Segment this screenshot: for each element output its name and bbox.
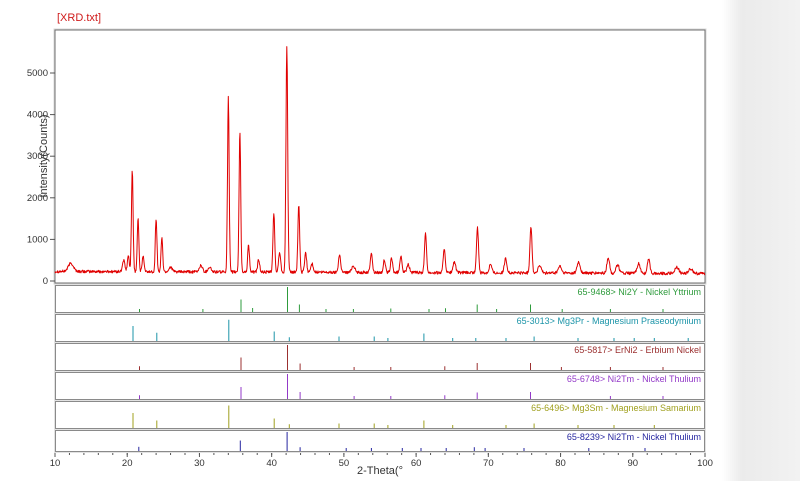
phase-ticks-ni2tm-6748 <box>139 374 664 399</box>
phase-strip-ni2tm-8239[interactable]: 65-8239> Ni2Tm - Nickel Thulium <box>55 430 705 452</box>
phase-ticks-ni2tm-8239 <box>138 432 646 451</box>
phase-label: 65-8239> Ni2Tm - Nickel Thulium <box>566 432 701 442</box>
x-tick-label: 60 <box>411 458 422 469</box>
x-tick-label: 100 <box>697 458 713 469</box>
x-axis-label: 2-Theta(° <box>357 465 403 477</box>
phase-ticks-mg3pr <box>132 319 689 341</box>
phase-strip-erni2[interactable]: 65-5817> ErNi2 - Erbium Nickel <box>55 343 705 371</box>
phase-label: 65-3013> Mg3Pr - Magnesium Praseodymium <box>516 316 701 326</box>
phase-label: 65-6496> Mg3Sm - Magnesium Samarium <box>531 403 701 413</box>
phase-label: 65-6748> Ni2Tm - Nickel Thulium <box>566 374 701 384</box>
x-tick-label: 20 <box>122 458 133 469</box>
phase-strip-mg3sm[interactable]: 65-6496> Mg3Sm - Magnesium Samarium <box>55 401 705 429</box>
phase-ticks-mg3sm <box>132 405 655 428</box>
y-tick-label: 0 <box>43 276 48 287</box>
x-tick-label: 30 <box>194 458 205 469</box>
y-tick-label: 5000 <box>27 68 48 79</box>
phase-strip-mg3pr[interactable]: 65-3013> Mg3Pr - Magnesium Praseodymium <box>55 314 705 342</box>
y-tick-label: 1000 <box>27 234 48 245</box>
phase-strip-ni2tm-6748[interactable]: 65-6748> Ni2Tm - Nickel Thulium <box>55 372 705 400</box>
x-tick-label: 10 <box>50 458 61 469</box>
phase-label: 65-9468> Ni2Y - Nickel Yttrium <box>577 287 701 297</box>
x-tick-label: 70 <box>483 458 494 469</box>
xrd-intensity-trace <box>54 46 706 276</box>
plot-frame <box>54 29 706 284</box>
phase-ticks-erni2 <box>139 345 664 370</box>
x-tick-label: 50 <box>339 458 350 469</box>
y-tick-label: 4000 <box>27 110 48 121</box>
y-tick-label: 2000 <box>27 193 48 204</box>
x-tick-label: 40 <box>266 458 277 469</box>
x-tick-label: 80 <box>555 458 566 469</box>
y-tick-label: 3000 <box>27 151 48 162</box>
scan-file-label: [XRD.txt] <box>57 12 102 24</box>
window-background-gutter <box>722 0 800 481</box>
x-tick-label: 90 <box>627 458 638 469</box>
phase-ticks-ni2y <box>139 287 664 312</box>
phase-strip-ni2y[interactable]: 65-9468> Ni2Y - Nickel Yttrium <box>55 285 705 313</box>
phase-label: 65-5817> ErNi2 - Erbium Nickel <box>574 345 701 355</box>
